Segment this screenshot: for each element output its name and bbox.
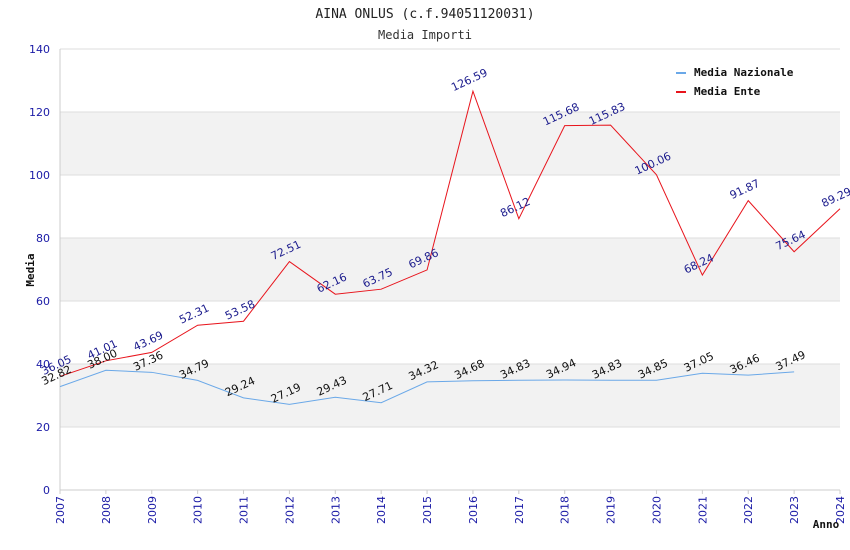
legend-entry: Media Ente: [694, 85, 761, 98]
y-tick-label: 140: [29, 43, 50, 56]
x-tick-label: 2007: [54, 496, 67, 524]
legend-entry: Media Nazionale: [694, 66, 794, 79]
data-label: 86.12: [498, 195, 532, 220]
x-tick-label: 2015: [421, 496, 434, 524]
x-axis-label: Anno: [813, 518, 840, 531]
series-line-media-nazionale: [59, 369, 795, 405]
series-lines: [59, 89, 841, 405]
y-tick-label: 60: [36, 295, 50, 308]
data-label: 91.87: [728, 177, 762, 202]
y-tick-labels: 0 20 40 60 80 100 120 140: [29, 43, 50, 497]
axes: [59, 49, 840, 491]
y-tick-label: 80: [36, 232, 50, 245]
x-tick-label: 2016: [467, 496, 480, 524]
y-tick-label: 100: [29, 169, 50, 182]
x-tick-label: 2008: [100, 496, 113, 524]
grid-bands: [60, 48, 840, 491]
x-tick-label: 2010: [192, 496, 205, 524]
chart-subtitle: Media Importi: [378, 28, 472, 42]
x-tick-label: 2020: [650, 496, 663, 524]
data-label: 52.31: [177, 302, 211, 327]
x-tick-label: 2018: [559, 496, 572, 524]
x-tick-label: 2021: [696, 496, 709, 524]
x-tick-label: 2013: [329, 496, 342, 524]
legend: Media Nazionale Media Ente: [676, 66, 794, 98]
x-tick-label: 2012: [283, 496, 296, 524]
x-tick-label: 2022: [742, 496, 755, 524]
x-tick-label: 2009: [146, 496, 159, 524]
x-tick-label: 2017: [513, 496, 526, 524]
y-axis-label: Media: [24, 253, 37, 286]
x-tick-label: 2011: [238, 496, 251, 524]
y-tick-label: 120: [29, 106, 50, 119]
data-label: 126.59: [449, 66, 489, 94]
series-line-media-ente: [59, 89, 841, 377]
y-tick-label: 40: [36, 358, 50, 371]
y-tick-label: 0: [43, 484, 50, 497]
x-tick-label: 2019: [605, 496, 618, 524]
x-tick-labels: 2007 2008 2009 2010 2011 2012 2013 2014 2015 2016…: [54, 490, 847, 524]
grid-band: [60, 238, 840, 301]
y-tick-label: 20: [36, 421, 50, 434]
grid-band: [60, 112, 840, 175]
grid-band: [60, 364, 840, 427]
x-tick-label: 2024: [834, 496, 847, 524]
x-tick-label: 2014: [375, 496, 388, 524]
data-label: 89.29: [819, 185, 850, 210]
x-tick-label: 2023: [788, 496, 801, 524]
chart-title: AINA ONLUS (c.f.94051120031): [315, 7, 534, 22]
